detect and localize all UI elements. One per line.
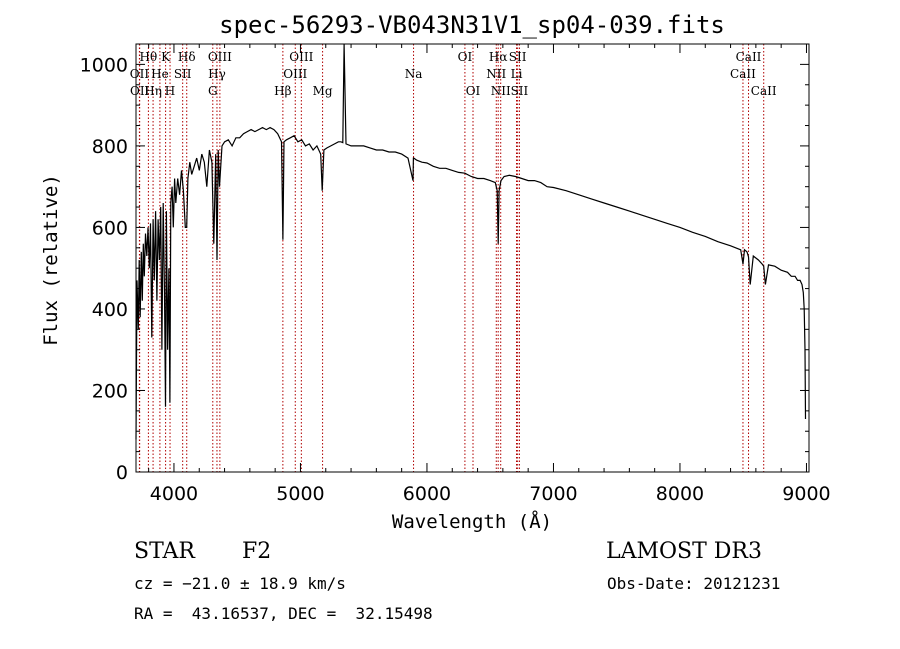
x-tick-label: 8000 xyxy=(656,483,704,505)
redshift-cz: cz = −21.0 ± 18.9 km/s xyxy=(134,574,346,593)
spectral-line-label: SII xyxy=(509,50,527,64)
chart-title: spec-56293-VB043N31V1_sp04-039.fits xyxy=(219,11,725,39)
spectral-line-label: SII xyxy=(174,67,192,81)
spectral-line-label: Hθ xyxy=(140,50,158,64)
y-tick-label: 600 xyxy=(92,217,128,239)
observation-date: Obs-Date: 20121231 xyxy=(607,574,781,593)
y-tick-label: 200 xyxy=(92,380,128,402)
spectral-line-label: Na xyxy=(405,67,423,81)
x-axis-ticks: 4000 5000 6000 7000 8000 9000 xyxy=(148,44,831,505)
spectral-line-label: OIII xyxy=(283,67,307,81)
spectral-line-label: CaII xyxy=(751,84,777,98)
spectral-line-label: OIII xyxy=(208,50,232,64)
spectral-line-label: H xyxy=(165,84,175,98)
x-tick-label: 5000 xyxy=(276,483,324,505)
spectral-line-label: SII xyxy=(511,84,529,98)
spectral-line-label: OIII xyxy=(289,50,313,64)
spectral-line-label: Hγ xyxy=(208,67,226,81)
spectrum-line xyxy=(135,43,807,440)
x-tick-label: 9000 xyxy=(782,483,830,505)
object-subclass: F2 xyxy=(242,539,272,564)
y-tick-label: 1000 xyxy=(80,54,128,76)
x-tick-label: 4000 xyxy=(150,483,198,505)
y-tick-label: 0 xyxy=(116,462,128,484)
y-axis-ticks: 0 200 400 600 800 1000 xyxy=(80,43,809,484)
spectral-line-label: NII xyxy=(491,84,511,98)
plot-frame xyxy=(135,43,810,473)
x-tick-label: 6000 xyxy=(403,483,451,505)
spectral-line-label: Hβ xyxy=(274,84,291,98)
spectral-line-label: G xyxy=(208,84,218,98)
spectral-line-markers xyxy=(138,44,765,472)
spectral-line-label: OII xyxy=(130,84,150,98)
spectral-line-label: NII xyxy=(486,67,506,81)
spectral-line-label: CaII xyxy=(730,67,756,81)
spectral-line-label: Mg xyxy=(313,84,333,98)
y-tick-label: 800 xyxy=(92,136,128,158)
spectral-line-label: He xyxy=(151,67,169,81)
survey-name: LAMOST DR3 xyxy=(606,539,762,564)
ra-dec-coordinates: RA = 43.16537, DEC = 32.15498 xyxy=(134,604,433,623)
spectral-line-label: OII xyxy=(130,67,150,81)
spectral-line-label: OI xyxy=(458,50,473,64)
spectral-line-label: CaII xyxy=(736,50,762,64)
spectral-line-label: OI xyxy=(466,84,481,98)
spectral-line-label: Hα xyxy=(489,50,508,64)
spectral-line-label: Hη xyxy=(144,84,162,98)
x-axis-label: Wavelength (Å) xyxy=(392,510,552,533)
spectral-line-label: K xyxy=(161,50,171,64)
y-axis-label: Flux (relative) xyxy=(40,174,62,346)
spectral-line-label: Hδ xyxy=(178,50,196,64)
object-class: STAR xyxy=(134,539,195,564)
x-tick-label: 7000 xyxy=(529,483,577,505)
y-tick-label: 400 xyxy=(92,299,128,321)
spectral-line-label: Li xyxy=(511,67,523,81)
